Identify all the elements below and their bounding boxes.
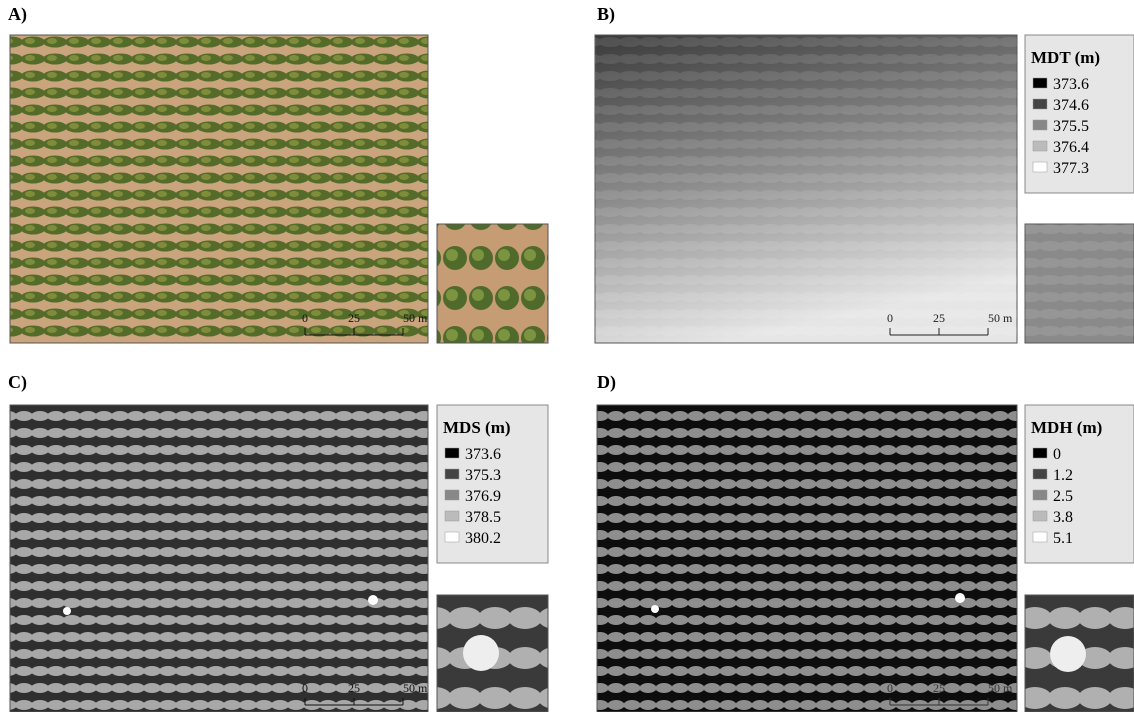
legend-entry: 373.6	[465, 446, 501, 463]
legend-swatch	[445, 532, 459, 542]
legend-swatch	[1033, 162, 1047, 172]
scale-label: 50 m	[403, 681, 428, 695]
scale-label: 0	[887, 681, 893, 695]
legend-entry: 373.6	[1053, 76, 1089, 93]
legend-entry: 3.8	[1053, 509, 1073, 526]
scale-label: 50 m	[988, 311, 1013, 325]
bright-tree	[368, 595, 378, 605]
legend-swatch	[1033, 448, 1047, 458]
legend-entry: 374.6	[1053, 97, 1089, 114]
scale-label: 25	[933, 681, 945, 695]
bright-tree	[955, 593, 965, 603]
scale-label: 50 m	[403, 311, 428, 325]
legend-swatch	[445, 490, 459, 500]
inset-tree	[1050, 636, 1086, 672]
legend-swatch	[445, 469, 459, 479]
scale-label: 0	[302, 311, 308, 325]
legend-title: MDH (m)	[1031, 418, 1102, 437]
scale-label: 0	[302, 681, 308, 695]
panel-label: D)	[597, 372, 616, 393]
panel-label: B)	[597, 4, 615, 25]
dsm-map	[10, 405, 428, 712]
legend-swatch	[1033, 141, 1047, 151]
legend-title: MDS (m)	[443, 418, 511, 437]
legend-entry: 376.9	[465, 488, 501, 505]
legend-entry: 375.3	[465, 467, 501, 484]
legend-entry: 375.5	[1053, 118, 1089, 135]
row-texture	[595, 35, 1017, 343]
scale-label: 25	[348, 681, 360, 695]
bright-tree	[651, 605, 659, 613]
legend-swatch	[1033, 490, 1047, 500]
inset-texture	[1025, 224, 1134, 343]
chm-map	[597, 405, 1017, 712]
inset	[437, 224, 548, 343]
legend-swatch	[445, 448, 459, 458]
legend-entry: 377.3	[1053, 160, 1089, 177]
legend-entry: 376.4	[1053, 139, 1089, 156]
legend-entry: 0	[1053, 446, 1061, 463]
legend-entry: 2.5	[1053, 488, 1073, 505]
legend-entry: 378.5	[465, 509, 501, 526]
legend-swatch	[1033, 120, 1047, 130]
legend-swatch	[1033, 511, 1047, 521]
panel-label: A)	[8, 4, 27, 25]
figure: A) B) C) D) 0 25 50 m MDT (m) 373.6 374.6 375.…	[0, 0, 1134, 712]
legend-swatch	[445, 511, 459, 521]
legend-swatch	[1033, 78, 1047, 88]
orthophoto	[10, 35, 428, 343]
legend-swatch	[1033, 532, 1047, 542]
legend-entry: 5.1	[1053, 530, 1073, 547]
scale-label: 25	[348, 311, 360, 325]
scale-label: 25	[933, 311, 945, 325]
inset-tree	[463, 635, 499, 671]
legend-title: MDT (m)	[1031, 48, 1100, 67]
legend-entry: 380.2	[465, 530, 501, 547]
bright-tree	[63, 607, 71, 615]
panel-label: C)	[8, 372, 27, 393]
scale-label: 50 m	[988, 681, 1013, 695]
legend-swatch	[1033, 469, 1047, 479]
scale-label: 0	[887, 311, 893, 325]
legend-swatch	[1033, 99, 1047, 109]
legend-entry: 1.2	[1053, 467, 1073, 484]
